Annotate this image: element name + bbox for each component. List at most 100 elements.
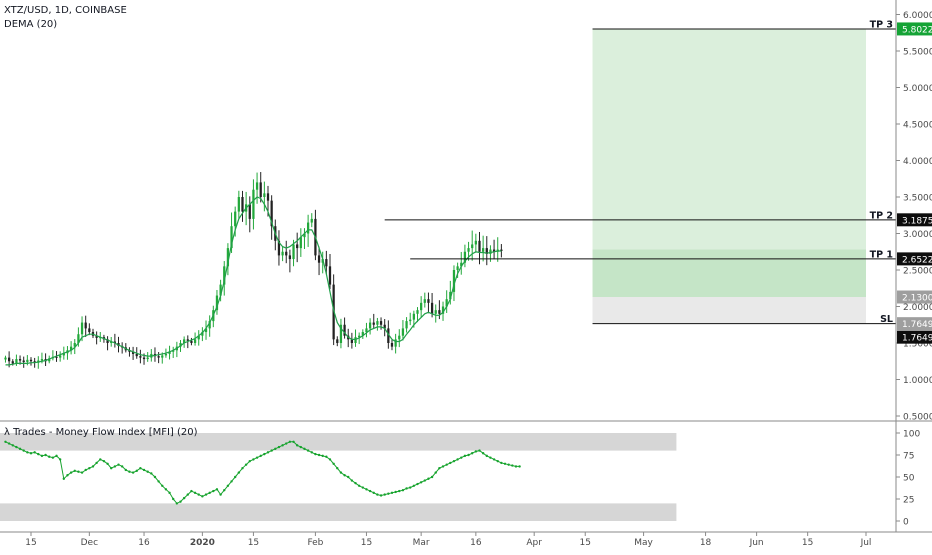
mfi-point — [204, 493, 208, 496]
mfi-point — [255, 456, 259, 459]
mfi-point — [146, 470, 149, 473]
candle-down — [285, 251, 288, 256]
price-axis: 0.5000 1.0000 1.5000 2.0000 2.5000 3.0000 3.50… — [896, 11, 932, 423]
dema-legend[interactable]: DEMA (20) — [4, 19, 58, 30]
candle-up — [237, 197, 240, 212]
mfi-point — [438, 467, 441, 470]
mfi-point — [208, 491, 211, 495]
mfi-point — [66, 474, 69, 477]
mfi-point — [22, 449, 25, 452]
mfi-point — [95, 461, 98, 465]
candle-up — [412, 313, 415, 320]
mfi-point — [390, 491, 394, 495]
level-lines: TP 3 TP 2 TP 1 SL — [384, 19, 896, 325]
candle-up — [252, 189, 255, 219]
candle-down — [390, 343, 394, 347]
mfi-point — [328, 458, 332, 461]
mfi-point — [292, 440, 295, 443]
candle-down — [350, 339, 354, 343]
candle-up — [292, 244, 295, 260]
mfi-point — [99, 458, 102, 461]
mfi-point — [102, 459, 106, 463]
price-tick-label: 3.5000 — [903, 194, 932, 204]
tp2-label: TP 2 — [870, 210, 893, 221]
candle-down — [55, 356, 58, 358]
mfi-point — [285, 442, 288, 445]
candle-down — [186, 339, 189, 341]
candle-down — [84, 322, 87, 329]
mfi-point — [314, 452, 317, 456]
mfi-point — [350, 479, 354, 482]
tp3-price-tag: 5.8022 — [902, 25, 932, 35]
price-tick-label: 5.0000 — [903, 84, 932, 94]
mfi-point — [394, 490, 397, 494]
candle-up — [234, 211, 237, 227]
candle-down — [190, 340, 193, 343]
candle-up — [416, 310, 419, 314]
symbol-legend[interactable]: XTZ/USD, 1D, COINBASE — [4, 5, 127, 16]
candle-up — [15, 359, 18, 364]
mfi-point — [212, 489, 215, 493]
mfi-legend[interactable]: λ Trades - Money Flow Index [MFI] (20) — [4, 427, 198, 438]
loss-zone — [592, 297, 866, 324]
mfi-point — [241, 467, 244, 470]
mfi-point — [467, 453, 470, 457]
mfi-point — [332, 462, 335, 465]
position-zones — [592, 28, 866, 324]
profit-zone-current — [592, 249, 866, 298]
mfi-point — [153, 475, 157, 479]
candle-down — [336, 339, 339, 343]
candle-up — [215, 295, 219, 311]
candle-up — [489, 249, 492, 254]
mfi-point — [157, 480, 160, 483]
mfi-point — [387, 492, 390, 495]
mfi-point — [172, 497, 175, 501]
mfi-point — [58, 458, 62, 461]
mfi-point — [270, 449, 273, 452]
mfi-point — [150, 472, 153, 475]
tp3-price-tag-bg — [897, 22, 932, 36]
mfi-point — [456, 458, 459, 461]
candle-down — [270, 200, 273, 227]
candle-up — [463, 251, 467, 263]
candle-up — [164, 353, 168, 356]
candle-up — [398, 335, 401, 340]
candle-up — [183, 339, 186, 343]
time-tick-label: Jun — [749, 538, 764, 548]
candle-down — [241, 197, 244, 212]
mfi-point — [288, 440, 292, 443]
mfi-point — [492, 458, 496, 461]
mfi-point — [237, 471, 241, 474]
candle-down — [139, 356, 142, 358]
candle-down — [485, 248, 488, 254]
candle-up — [201, 332, 204, 336]
mfi-point — [226, 484, 230, 487]
mfi-point — [135, 469, 138, 473]
candle-down — [135, 353, 138, 357]
price-tick-label: 4.0000 — [903, 157, 932, 167]
candle-down — [478, 240, 481, 252]
mfi-point — [219, 493, 222, 496]
candle-up — [59, 355, 62, 358]
mfi-point — [182, 496, 186, 500]
mfi-point — [139, 467, 142, 470]
candle-up — [365, 328, 368, 333]
mfi-point — [18, 447, 22, 451]
mfi-point — [325, 455, 328, 458]
candle-up — [354, 337, 357, 343]
candle-down — [266, 193, 270, 201]
candle-up — [445, 299, 448, 307]
mfi-point — [164, 488, 168, 491]
candle-down — [387, 328, 390, 343]
sl-label: SL — [880, 314, 893, 325]
mfi-point — [460, 456, 463, 459]
candle-up — [441, 306, 445, 314]
candle-down — [117, 343, 120, 346]
candle-up — [474, 240, 477, 245]
candle-up — [263, 193, 266, 197]
candle-down — [296, 244, 299, 249]
mfi-oversold-band — [0, 503, 677, 521]
mfi-point — [131, 471, 135, 474]
mfi-point — [430, 475, 434, 479]
